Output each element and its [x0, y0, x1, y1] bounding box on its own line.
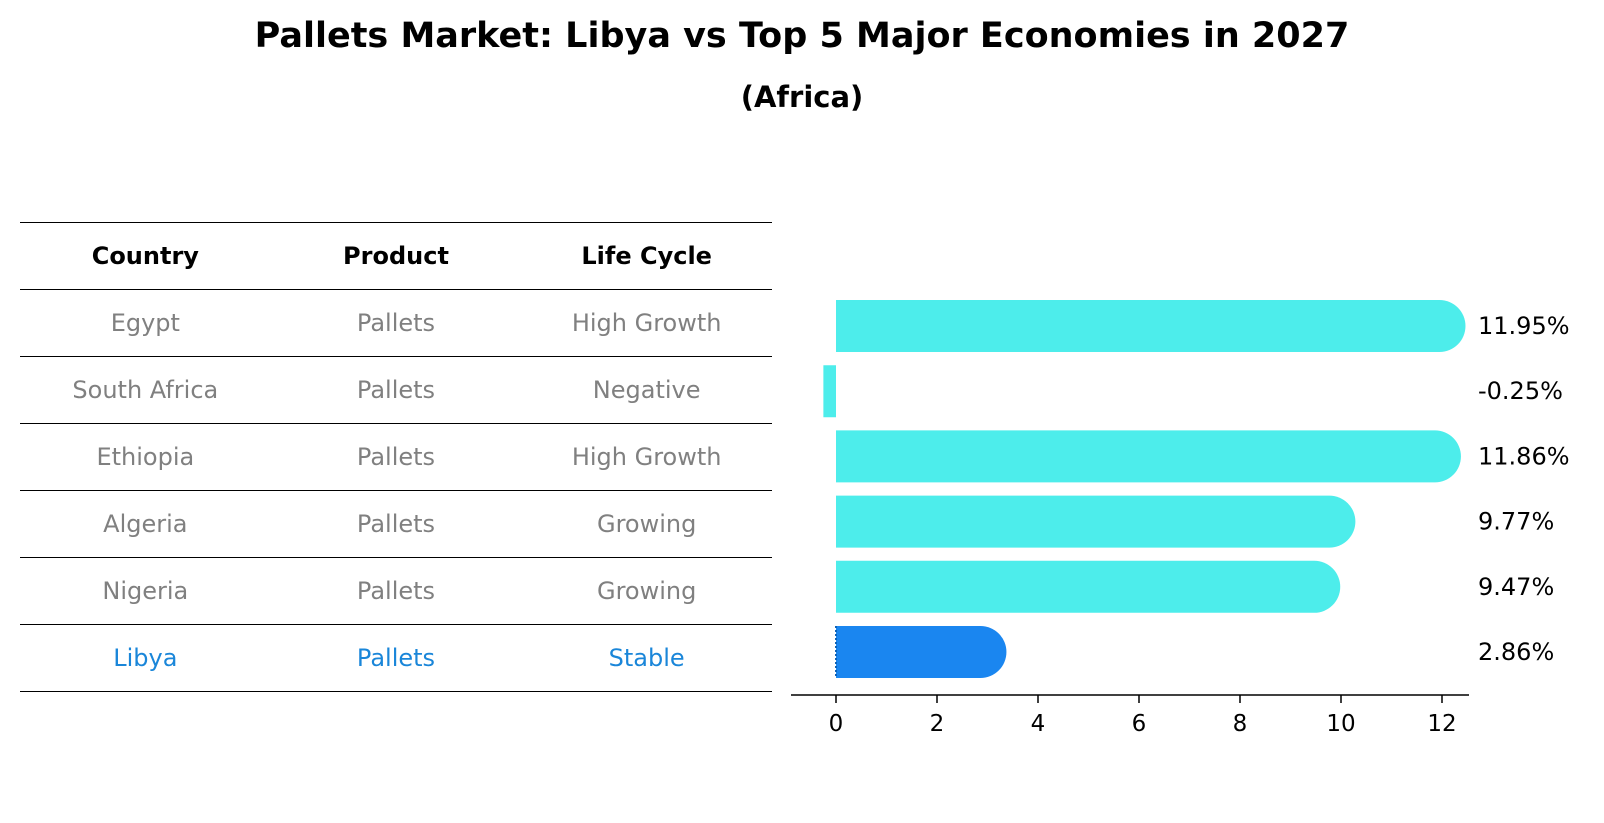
bar-algeria: [836, 495, 1356, 548]
bar-south-africa: [823, 365, 836, 418]
country-table: Country Product Life Cycle Egypt Pallets…: [20, 222, 772, 692]
x-tick-label: 0: [829, 711, 844, 737]
value-label: 2.86%: [1478, 638, 1554, 666]
table-row: Nigeria Pallets Growing: [20, 557, 772, 625]
table-row-highlight: Libya Pallets Stable: [20, 624, 772, 692]
table-row: Ethiopia Pallets High Growth: [20, 423, 772, 491]
cell-product: Pallets: [270, 557, 522, 625]
value-label: 11.86%: [1478, 442, 1570, 470]
cell-product: Pallets: [270, 624, 522, 692]
x-tick-label: 2: [930, 711, 945, 737]
table-header-row: Country Product Life Cycle: [20, 222, 772, 290]
value-label: 9.47%: [1478, 573, 1554, 601]
cell-country: Algeria: [20, 490, 271, 558]
value-label: 9.77%: [1478, 508, 1554, 536]
cell-life-cycle: Growing: [521, 490, 772, 558]
bar-nigeria: [836, 560, 1341, 613]
cell-country: Egypt: [20, 289, 271, 357]
value-label: 11.95%: [1478, 312, 1570, 340]
x-tick-label: 12: [1427, 711, 1456, 737]
cell-product: Pallets: [270, 423, 522, 491]
cell-life-cycle: Stable: [521, 624, 772, 692]
value-label: -0.25%: [1478, 377, 1563, 405]
table-row: Algeria Pallets Growing: [20, 490, 772, 558]
table-row: Egypt Pallets High Growth: [20, 289, 772, 357]
cell-country: Libya: [20, 624, 271, 692]
header-life-cycle: Life Cycle: [521, 222, 772, 290]
cell-life-cycle: Growing: [521, 557, 772, 625]
bar-egypt: [836, 300, 1466, 352]
header-product: Product: [270, 222, 522, 290]
x-tick-label: 10: [1326, 711, 1355, 737]
cell-product: Pallets: [270, 356, 522, 424]
cell-country: Nigeria: [20, 557, 271, 625]
x-tick-label: 8: [1233, 711, 1248, 737]
cell-life-cycle: High Growth: [521, 289, 772, 357]
cell-product: Pallets: [270, 289, 522, 357]
cell-product: Pallets: [270, 490, 522, 558]
chart-subtitle: (Africa): [740, 80, 864, 114]
cell-country: South Africa: [20, 356, 271, 424]
cell-life-cycle: High Growth: [521, 423, 772, 491]
x-tick-label: 4: [1031, 711, 1046, 737]
cell-country: Ethiopia: [20, 423, 271, 491]
chart-title: Pallets Market: Libya vs Top 5 Major Eco…: [254, 16, 1350, 56]
table-row: South Africa Pallets Negative: [20, 356, 772, 424]
cell-life-cycle: Negative: [521, 356, 772, 424]
header-country: Country: [20, 222, 271, 290]
x-tick-label: 6: [1132, 711, 1147, 737]
bar-ethiopia: [836, 430, 1461, 483]
bar-libya: [836, 626, 1007, 678]
